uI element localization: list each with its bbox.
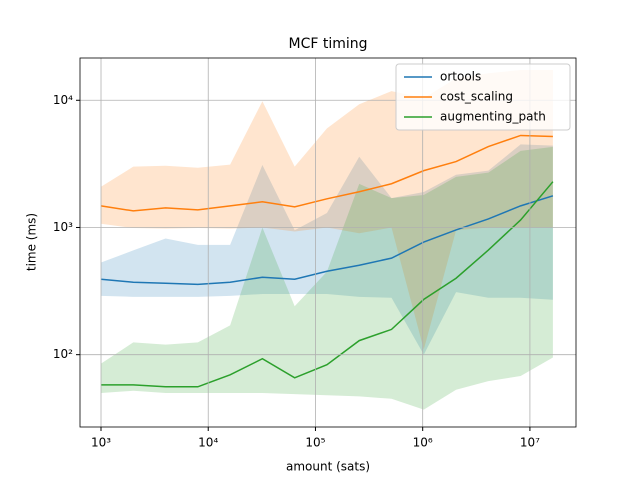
x-tick-label: 10⁷ — [520, 436, 540, 450]
x-tick-label: 10⁵ — [305, 436, 325, 450]
line — [100, 134, 553, 212]
legend-label: augmenting_path — [440, 110, 546, 124]
y-tick-label: 10³ — [53, 220, 73, 234]
legend-label: ortools — [440, 70, 481, 84]
band — [101, 70, 553, 350]
x-tick-label: 10⁶ — [413, 436, 433, 450]
y-tick-label: 10⁴ — [53, 93, 73, 107]
x-axis-label: amount (sats) — [286, 460, 370, 474]
line — [100, 195, 554, 286]
line — [101, 181, 554, 388]
axes-frame — [79, 57, 577, 428]
band — [101, 146, 553, 410]
y-axis-label: time (ms) — [25, 213, 39, 271]
band — [101, 144, 553, 355]
legend-box — [395, 63, 571, 131]
legend-label: cost_scaling — [440, 90, 513, 104]
plot-area — [100, 70, 554, 410]
x-tick-label: 10³ — [91, 436, 111, 450]
x-tick-label: 10⁴ — [198, 436, 218, 450]
y-tick-label: 10² — [53, 347, 73, 361]
chart-title: MCF timing — [288, 36, 367, 52]
